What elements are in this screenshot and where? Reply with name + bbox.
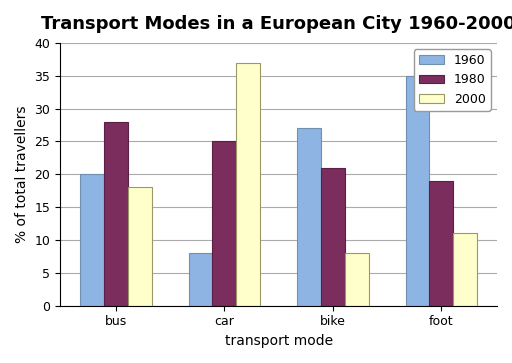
- Y-axis label: % of total travellers: % of total travellers: [15, 106, 29, 243]
- Bar: [80, 174, 104, 306]
- Bar: [212, 142, 236, 306]
- Bar: [128, 187, 152, 306]
- X-axis label: transport mode: transport mode: [225, 334, 333, 348]
- Bar: [430, 181, 453, 306]
- Bar: [188, 253, 212, 306]
- Bar: [321, 168, 345, 306]
- Bar: [297, 128, 321, 306]
- Bar: [453, 233, 477, 306]
- Bar: [104, 122, 128, 306]
- Bar: [406, 76, 430, 306]
- Bar: [236, 62, 260, 306]
- Title: Transport Modes in a European City 1960-2000: Transport Modes in a European City 1960-…: [41, 15, 512, 33]
- Bar: [345, 253, 369, 306]
- Legend: 1960, 1980, 2000: 1960, 1980, 2000: [414, 49, 490, 111]
